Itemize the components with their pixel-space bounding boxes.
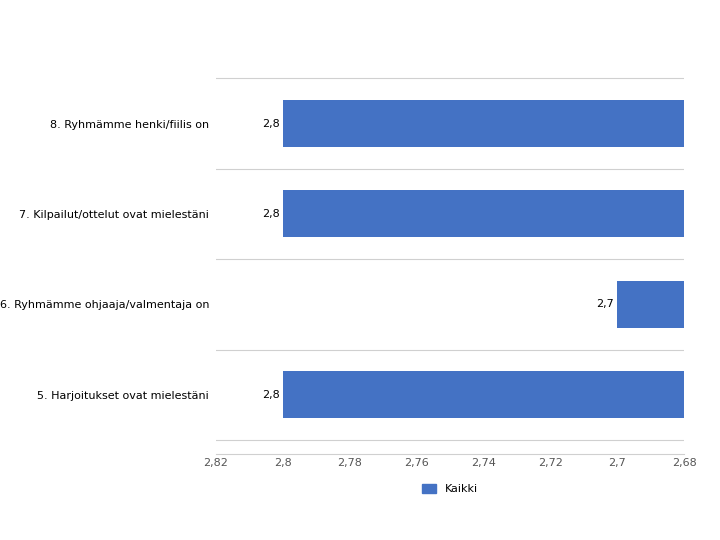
Text: 2,7: 2,7 [596,299,614,309]
Bar [283,191,684,238]
Bar [283,372,684,418]
Bar [283,100,684,147]
Text: 2,8: 2,8 [262,209,279,219]
Bar [617,281,684,328]
Legend: Kaikki: Kaikki [418,480,482,498]
Text: 2,8: 2,8 [262,390,279,400]
Text: 2,8: 2,8 [262,119,279,129]
